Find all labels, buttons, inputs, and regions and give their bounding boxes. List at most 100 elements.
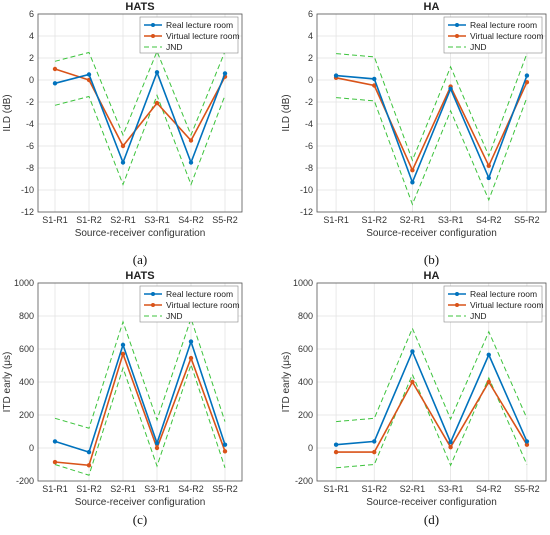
series-line-real	[336, 349, 528, 446]
x-tick-label: S2-R1	[400, 484, 426, 494]
series-line-real	[54, 339, 226, 454]
legend-marker-virtual	[455, 303, 459, 307]
subfigure-label: (a)	[133, 252, 147, 267]
y-tick-label: -2	[26, 97, 34, 107]
legend-label-real: Real lecture room	[470, 20, 537, 30]
subfigure-label: (c)	[133, 512, 147, 527]
panel-title: HA	[424, 1, 440, 13]
x-tick-label: S5-R2	[212, 215, 238, 225]
panel-b: 6 4 2 0 -2 -4 -6 -8 -10 -12 S1-R1 S1-R2 S2-R1 S3-R1 S4…	[281, 1, 547, 267]
series-line-jnd-lower	[336, 373, 528, 469]
data-point-real	[222, 71, 228, 76]
data-point-virtual	[120, 143, 126, 149]
x-tick-label: S2-R1	[110, 215, 136, 225]
y-tick-label: 2	[29, 53, 34, 63]
legend-label-virtual: Virtual lecture room	[470, 31, 544, 41]
y-tick-label: -12	[300, 207, 313, 217]
x-axis-label: Source-receiver configuration	[75, 228, 206, 239]
subfigure-label: (d)	[424, 512, 439, 527]
y-tick-label: 0	[308, 443, 313, 453]
data-point-real	[333, 442, 339, 447]
x-tick-label: S3-R1	[144, 484, 170, 494]
x-tick-label: S1-R1	[323, 215, 349, 225]
series-line-real	[336, 74, 528, 185]
data-point-virtual	[154, 445, 160, 451]
legend-label-virtual: Virtual lecture room	[470, 300, 544, 310]
data-point-real	[154, 70, 160, 75]
data-point-real	[410, 349, 415, 354]
legend-label-jnd-upper: JND	[470, 42, 487, 52]
data-point-virtual	[52, 66, 58, 72]
y-tick-label: 200	[19, 410, 34, 420]
data-point-virtual	[188, 355, 194, 361]
legend-marker-real	[151, 292, 155, 296]
legend-marker-virtual	[151, 303, 155, 307]
data-point-real	[188, 160, 194, 165]
y-tick-label: -200	[295, 476, 313, 486]
data-point-real	[448, 86, 453, 92]
x-tick-label: S1-R2	[76, 484, 102, 494]
y-tick-label: 600	[19, 344, 34, 354]
x-tick-label: S1-R1	[42, 215, 68, 225]
y-tick-label: 400	[298, 377, 313, 387]
x-tick-label: S3-R1	[144, 215, 170, 225]
legend-label-real: Real lecture room	[470, 289, 537, 299]
y-axis-label: ITD early (μs)	[281, 352, 292, 413]
y-tick-label: -4	[26, 119, 34, 129]
x-tick-label: S2-R1	[400, 215, 426, 225]
subfigure-label: (b)	[424, 252, 439, 267]
y-tick-label: -8	[305, 163, 313, 173]
series-line-virtual	[54, 68, 226, 148]
legend-label-jnd-upper: JND	[166, 311, 183, 321]
y-tick-label: 800	[19, 311, 34, 321]
y-tick-label: 2	[308, 53, 313, 63]
y-tick-label: 6	[308, 9, 313, 19]
data-point-virtual	[524, 442, 530, 447]
legend-label-virtual: Virtual lecture room	[166, 31, 240, 41]
y-tick-label: 200	[298, 410, 313, 420]
x-tick-label: S3-R1	[438, 484, 464, 494]
data-point-real	[410, 180, 415, 185]
legend-label-real: Real lecture room	[166, 289, 233, 299]
data-point-virtual	[372, 83, 377, 88]
data-point-virtual	[486, 163, 491, 168]
data-point-virtual	[524, 80, 530, 85]
legend-marker-real	[455, 292, 459, 296]
legend-box	[139, 16, 239, 54]
x-tick-label: S4-R2	[178, 484, 204, 494]
series-line-virtual	[54, 351, 226, 467]
x-tick-label: S3-R1	[438, 215, 464, 225]
legend-label-real: Real lecture room	[166, 20, 233, 30]
data-point-real	[524, 439, 530, 444]
panel-title: HATS	[125, 1, 154, 13]
series-line-jnd-upper	[54, 50, 226, 137]
data-point-real	[524, 73, 530, 78]
y-tick-label: 0	[29, 75, 34, 85]
data-point-real	[86, 72, 92, 77]
x-axis-label: Source-receiver configuration	[366, 228, 497, 239]
data-point-real	[372, 439, 377, 444]
series-line-virtual	[335, 77, 528, 173]
y-tick-label: -2	[305, 97, 313, 107]
data-point-virtual	[410, 168, 415, 173]
legend-marker-real	[151, 23, 155, 27]
x-tick-label: S4-R2	[178, 215, 204, 225]
x-tick-label: S4-R2	[476, 484, 502, 494]
y-tick-label: -10	[21, 185, 34, 195]
data-point-virtual	[120, 351, 126, 357]
series-line-jnd-upper	[336, 53, 528, 162]
plot-frame	[316, 282, 547, 482]
y-tick-label: 0	[29, 443, 34, 453]
legend-marker-virtual	[455, 34, 459, 38]
data-point-real	[486, 175, 491, 181]
series-line-virtual	[336, 380, 528, 453]
y-tick-label: 800	[298, 311, 313, 321]
y-tick-label: -12	[21, 207, 34, 217]
x-tick-label: S1-R2	[361, 215, 387, 225]
x-tick-label: S1-R2	[361, 484, 387, 494]
panel-a: 6 4 2 0 -2 -4 -6 -8 -10 -12 S1-R1 S1-R2 S2-R1 S3-R1 S4…	[2, 1, 243, 267]
legend-label-virtual: Virtual lecture room	[166, 300, 240, 310]
data-point-virtual	[333, 449, 339, 455]
plot-frame	[37, 13, 243, 213]
data-point-virtual	[52, 459, 58, 465]
